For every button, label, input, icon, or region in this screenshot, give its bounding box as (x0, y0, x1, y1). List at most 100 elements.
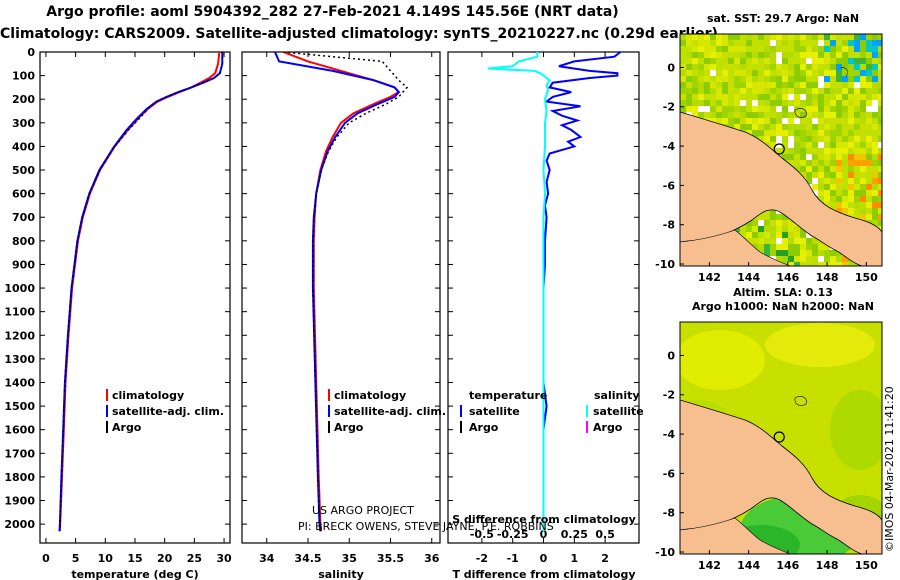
profile-line-argo (58, 52, 224, 532)
sst-cell (782, 40, 788, 46)
map-y-tick-label: -2 (663, 389, 675, 402)
sst-cell (740, 58, 746, 64)
sst-cell (692, 106, 698, 112)
sst-cell (746, 94, 752, 100)
salinity-panel-frame (241, 51, 441, 544)
sst-cell (770, 142, 776, 148)
sst-cell (776, 244, 782, 250)
sst-cell (824, 136, 830, 142)
map-y-tick-label: 0 (667, 349, 675, 362)
sst-cell (842, 142, 848, 148)
sst-cell (866, 34, 872, 40)
sst-cell (860, 88, 866, 94)
sst-cell (854, 82, 860, 88)
sst-cell (866, 94, 872, 100)
legend-argo-label: Argo (334, 421, 364, 434)
sst-cell (788, 46, 794, 52)
sst-cell (806, 130, 812, 136)
sst-cell (806, 238, 812, 244)
sst-cell (764, 40, 770, 46)
sst-cell (710, 58, 716, 64)
sst-cell (794, 148, 800, 154)
sst-cell (842, 148, 848, 154)
sst-cell (722, 34, 728, 40)
sst-cell (812, 118, 818, 124)
sst-cell (848, 262, 854, 266)
sst-cell (854, 112, 860, 118)
sst-cell (806, 52, 812, 58)
sst-cell (770, 214, 776, 220)
sst-cell (758, 70, 764, 76)
sst-cell (836, 82, 842, 88)
sst-cell (788, 64, 794, 70)
sst-cell (854, 76, 860, 82)
sst-cell (782, 82, 788, 88)
sst-cell (788, 106, 794, 112)
x-tick-label: 5 (72, 552, 80, 565)
depth-tick-label: 2000 (4, 518, 35, 531)
sst-cell (752, 52, 758, 58)
s-diff-tick-label: 0.5 (595, 528, 615, 541)
sst-cell (878, 118, 882, 124)
sst-cell (764, 226, 770, 232)
sst-cell (788, 40, 794, 46)
sst-cell (752, 100, 758, 106)
sst-cell (758, 94, 764, 100)
depth-tick-label: 1700 (4, 447, 35, 460)
sst-cell (836, 202, 842, 208)
sst-cell (764, 214, 770, 220)
sst-cell (806, 160, 812, 166)
legend-t-argo-label: Argo (469, 421, 499, 434)
sst-cell (704, 64, 710, 70)
map-y-tick-label: 0 (667, 61, 675, 74)
sst-cell (782, 238, 788, 244)
sst-cell (836, 112, 842, 118)
sst-cell (842, 46, 848, 52)
sst-cell (758, 52, 764, 58)
sst-cell (818, 52, 824, 58)
sst-cell (812, 70, 818, 76)
sst-cell (812, 154, 818, 160)
sst-cell (824, 40, 830, 46)
sst-map: 142 144 146 148 150 0 -2 -4 -6 -8 -10 (655, 33, 883, 284)
sst-cell (812, 82, 818, 88)
sst-cell (692, 46, 698, 52)
sst-cell (806, 232, 812, 238)
sst-cell (716, 88, 722, 94)
sst-cell (698, 106, 704, 112)
sst-cell (800, 148, 806, 154)
sst-cell (740, 82, 746, 88)
sst-cell (716, 112, 722, 118)
sst-cell (860, 142, 866, 148)
sst-cell (830, 88, 836, 94)
sst-cell (872, 106, 878, 112)
map-y-tick-label: -4 (663, 140, 676, 153)
sst-cell (812, 34, 818, 40)
sst-cell (872, 172, 878, 178)
sst-cell (716, 64, 722, 70)
sst-cell (812, 148, 818, 154)
temperature-profiles (58, 52, 224, 532)
sst-cell (782, 256, 788, 262)
sst-cell (818, 166, 824, 172)
sst-cell (698, 52, 704, 58)
sst-cell (806, 124, 812, 130)
sst-cell (764, 238, 770, 244)
sst-cell (680, 46, 686, 52)
sla-patch (830, 390, 882, 470)
sst-cell (800, 76, 806, 82)
sst-cell (842, 256, 848, 262)
sst-cell (848, 178, 854, 184)
sst-cell (878, 172, 882, 178)
sst-cell (854, 142, 860, 148)
sst-cell (800, 118, 806, 124)
sst-cell (872, 130, 878, 136)
sst-map-land (680, 67, 882, 266)
sst-cell (740, 106, 746, 112)
sla-island (794, 396, 807, 406)
sst-cell (680, 40, 686, 46)
sst-cell (698, 64, 704, 70)
sst-cell (860, 148, 866, 154)
sst-cell (782, 214, 788, 220)
sst-cell (794, 124, 800, 130)
